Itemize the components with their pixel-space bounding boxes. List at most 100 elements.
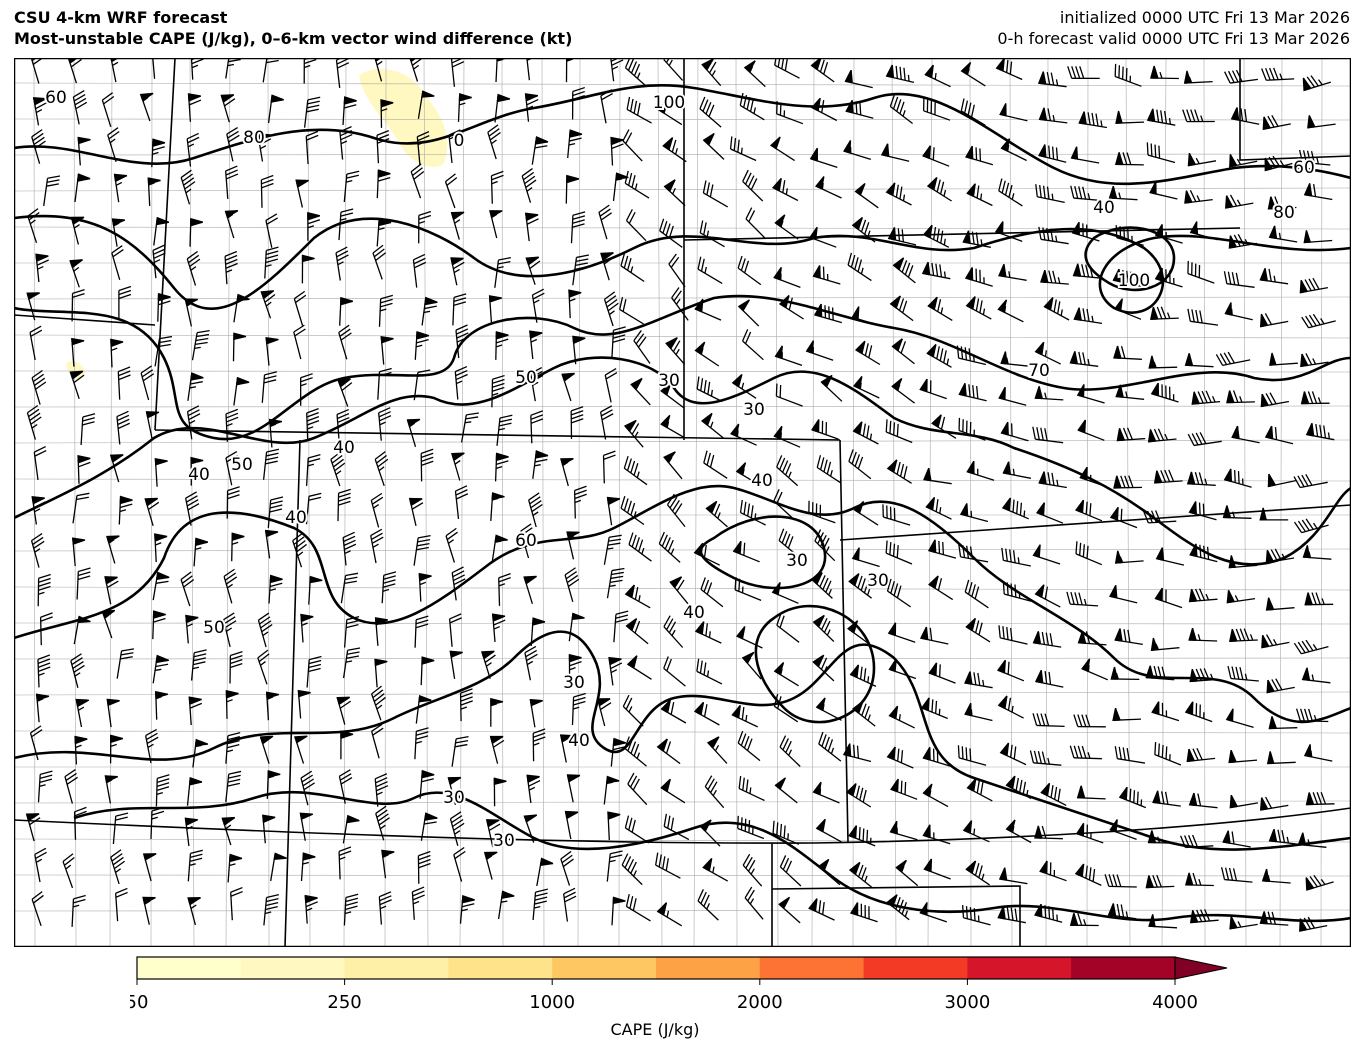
- wind-barb: [1230, 107, 1260, 125]
- county-line: [14, 874, 1351, 877]
- wind-barb: [563, 887, 577, 922]
- wind-barb: [852, 700, 876, 727]
- wind-barb: [460, 412, 479, 443]
- wind-barb: [413, 535, 431, 566]
- wind-barb: [706, 736, 728, 764]
- wind-barb: [1226, 590, 1256, 604]
- wind-barb: [965, 617, 991, 643]
- wind-barb: [1110, 666, 1140, 681]
- wind-barb: [449, 811, 465, 846]
- wind-barb: [926, 343, 952, 368]
- wind-barb: [1038, 107, 1068, 124]
- wind-barb: [1038, 471, 1067, 489]
- wind-barb: [808, 898, 835, 921]
- wind-barb: [564, 810, 579, 840]
- wind-barb: [922, 783, 949, 808]
- wind-barb: [602, 450, 616, 484]
- wind-barb: [1261, 868, 1291, 884]
- contour-line: [699, 515, 827, 590]
- wind-barb: [109, 734, 123, 764]
- wind-barb: [340, 730, 354, 760]
- wind-barb: [1118, 786, 1147, 809]
- wind-barb: [337, 378, 353, 407]
- wind-barb: [342, 814, 360, 844]
- county-line: [384, 58, 387, 947]
- wind-barb: [607, 811, 621, 841]
- wind-barb: [730, 423, 757, 446]
- wind-barb: [999, 103, 1028, 122]
- wind-barb: [1077, 419, 1105, 441]
- wind-barb: [1043, 297, 1070, 321]
- wind-barb: [774, 214, 799, 240]
- wind-barb: [223, 568, 238, 604]
- wind-barb: [292, 532, 308, 568]
- wind-barb: [494, 452, 509, 482]
- colorbar-segment: [967, 957, 1072, 979]
- wind-barb: [812, 614, 835, 642]
- wind-barb: [1187, 152, 1217, 167]
- wind-barb: [731, 374, 757, 399]
- wind-barb: [623, 419, 644, 448]
- wind-barb: [778, 528, 802, 559]
- wind-barb: [496, 414, 513, 446]
- wind-barb: [193, 537, 208, 567]
- wind-barb: [928, 662, 956, 684]
- wind-barb: [663, 656, 686, 687]
- wind-barb: [1305, 423, 1335, 441]
- wind-barb: [1069, 913, 1099, 927]
- wind-barb: [624, 584, 651, 609]
- wind-barb: [1267, 473, 1296, 488]
- wind-barb: [624, 736, 647, 767]
- wind-barb: [966, 778, 993, 802]
- wind-barb: [818, 731, 842, 762]
- contour-line: [14, 214, 1351, 314]
- wind-barb: [889, 94, 913, 125]
- wind-barb: [997, 299, 1024, 323]
- wind-barb: [658, 531, 681, 563]
- wind-barb: [226, 486, 240, 519]
- wind-barb: [192, 738, 209, 768]
- wind-barb: [843, 140, 871, 161]
- wind-barb: [1222, 505, 1252, 519]
- contour-label: 40: [333, 438, 355, 458]
- contour-label: 30: [786, 551, 808, 571]
- wind-barb: [927, 296, 953, 321]
- wind-barb: [776, 613, 800, 643]
- wind-barb: [338, 846, 352, 880]
- colorbar-segment: [240, 957, 346, 979]
- wind-barb: [566, 531, 580, 560]
- wind-barb: [222, 612, 237, 648]
- wind-barb: [376, 217, 392, 247]
- wind-barb: [451, 566, 466, 601]
- wind-barb: [669, 576, 689, 605]
- wind-barb: [230, 886, 243, 921]
- wind-barb: [560, 457, 574, 487]
- wind-barb: [376, 169, 391, 199]
- wind-barb: [75, 698, 89, 728]
- county-line: [541, 58, 545, 947]
- wind-barb: [71, 894, 86, 927]
- contour-line: [73, 790, 1351, 923]
- wind-barb: [1224, 69, 1258, 84]
- wind-barb: [524, 212, 539, 242]
- wind-barb: [420, 656, 435, 686]
- wind-barb: [37, 654, 51, 688]
- wind-barb: [889, 295, 914, 322]
- wind-barb: [775, 383, 803, 407]
- contour-label: 50: [515, 368, 537, 388]
- wind-barb: [1187, 308, 1219, 326]
- wind-barb: [996, 659, 1025, 682]
- wind-barb: [32, 97, 48, 126]
- wind-barb: [965, 860, 990, 886]
- county-line: [1009, 58, 1013, 947]
- wind-barb: [603, 534, 622, 565]
- wind-barb: [624, 170, 650, 199]
- wind-barb: [739, 92, 765, 121]
- wind-barb: [965, 145, 994, 166]
- wind-barb: [111, 245, 124, 280]
- wind-barb: [1225, 194, 1254, 209]
- wind-barb: [852, 421, 879, 445]
- wind-barb: [489, 210, 503, 239]
- wind-barb: [30, 58, 44, 84]
- wind-barb: [408, 58, 423, 82]
